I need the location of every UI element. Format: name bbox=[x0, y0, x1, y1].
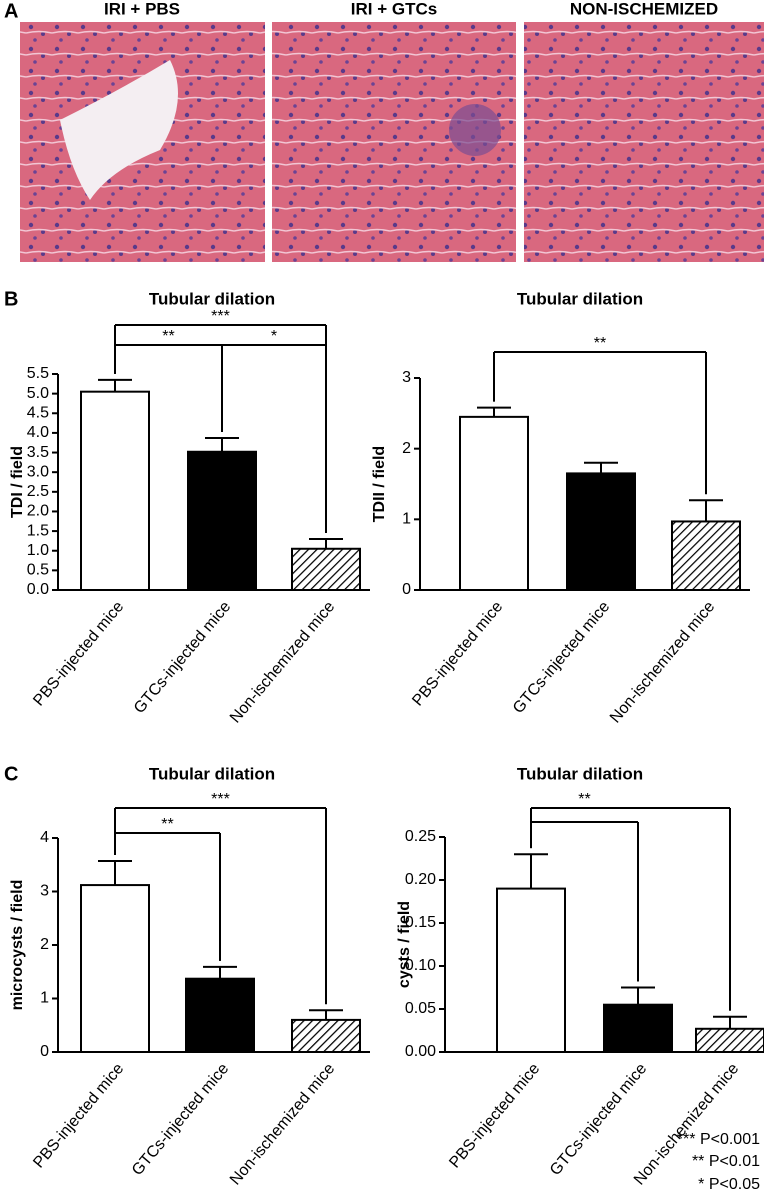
significance-key: * P<0.05 bbox=[698, 1176, 760, 1193]
y-tick-label: 3.0 bbox=[27, 463, 49, 480]
y-tick-label: 0 bbox=[402, 581, 411, 598]
image-title: IRI + GTCs bbox=[351, 0, 437, 18]
significance-key: ** P<0.01 bbox=[692, 1153, 760, 1170]
x-tick-label: GTCs-injected mice bbox=[131, 598, 234, 717]
bar bbox=[603, 1003, 673, 1054]
bar bbox=[80, 884, 150, 1054]
y-tick-label: 4.0 bbox=[27, 424, 49, 441]
y-axis-label: cysts / field bbox=[396, 901, 413, 988]
y-tick-label: 5.0 bbox=[27, 385, 49, 402]
bar bbox=[496, 887, 566, 1053]
y-tick-label: 1.0 bbox=[27, 542, 49, 559]
y-tick-label: 0.25 bbox=[405, 828, 436, 845]
histology-image bbox=[524, 22, 764, 262]
bar bbox=[671, 520, 741, 591]
y-tick-label: 2 bbox=[40, 936, 49, 953]
bar bbox=[291, 547, 361, 591]
x-tick-label: GTCs-injected mice bbox=[547, 1060, 650, 1179]
x-tick-label: Non-ischemized mice bbox=[227, 598, 338, 726]
panel-label: A bbox=[4, 0, 18, 22]
lumen bbox=[60, 60, 178, 200]
y-tick-label: 3 bbox=[402, 369, 411, 386]
significance-label: * bbox=[271, 328, 277, 345]
y-tick-label: 3 bbox=[40, 883, 49, 900]
bar bbox=[695, 1027, 764, 1054]
image-title: IRI + PBS bbox=[104, 0, 180, 18]
bar bbox=[80, 390, 150, 591]
y-axis-label: TDII / field bbox=[371, 446, 388, 522]
bar bbox=[185, 977, 255, 1054]
bar bbox=[187, 450, 257, 592]
significance-label: *** bbox=[211, 308, 230, 325]
bar bbox=[566, 472, 636, 591]
y-tick-label: 0.05 bbox=[405, 1000, 436, 1017]
y-tick-label: 0 bbox=[40, 1043, 49, 1060]
significance-label: ** bbox=[161, 816, 173, 833]
chart-title: Tubular dilation bbox=[149, 764, 275, 783]
y-tick-label: 4 bbox=[40, 829, 49, 846]
x-tick-label: PBS-injected mice bbox=[446, 1060, 543, 1171]
y-tick-label: 4.5 bbox=[27, 404, 49, 421]
y-tick-label: 0.20 bbox=[405, 871, 436, 888]
x-tick-label: PBS-injected mice bbox=[30, 598, 127, 709]
y-tick-label: 0.10 bbox=[405, 957, 436, 974]
significance-label: ** bbox=[578, 791, 590, 808]
y-tick-label: 3.5 bbox=[27, 444, 49, 461]
chart-title: Tubular dilation bbox=[149, 289, 275, 308]
y-tick-label: 0.0 bbox=[27, 581, 49, 598]
y-tick-label: 0.5 bbox=[27, 562, 49, 579]
y-tick-label: 1 bbox=[40, 990, 49, 1007]
significance-label: *** bbox=[211, 791, 230, 808]
chart-title: Tubular dilation bbox=[517, 289, 643, 308]
glomerulus bbox=[449, 104, 501, 156]
y-tick-label: 2.0 bbox=[27, 503, 49, 520]
y-axis-label: microcysts / field bbox=[9, 880, 26, 1011]
significance-label: ** bbox=[162, 328, 174, 345]
x-tick-label: Non-ischemized mice bbox=[227, 1060, 338, 1188]
panel-label: C bbox=[4, 763, 18, 785]
y-tick-label: 1 bbox=[402, 511, 411, 528]
bar bbox=[291, 1018, 361, 1054]
x-tick-label: GTCs-injected mice bbox=[129, 1060, 232, 1179]
x-tick-label: GTCs-injected mice bbox=[510, 598, 613, 717]
y-tick-label: 0.00 bbox=[405, 1043, 436, 1060]
significance-label: ** bbox=[594, 335, 606, 352]
y-axis-label: TDI / field bbox=[9, 446, 26, 518]
y-tick-label: 2 bbox=[402, 440, 411, 457]
y-tick-label: 5.5 bbox=[27, 365, 49, 382]
x-tick-label: Non-ischemized mice bbox=[607, 598, 718, 726]
x-tick-label: PBS-injected mice bbox=[409, 598, 506, 709]
x-tick-label: PBS-injected mice bbox=[30, 1060, 127, 1171]
y-tick-label: 1.5 bbox=[27, 522, 49, 539]
bar bbox=[459, 415, 529, 591]
y-tick-label: 0.15 bbox=[405, 914, 436, 931]
panel-label: B bbox=[4, 288, 18, 310]
significance-key: *** P<0.001 bbox=[677, 1131, 760, 1148]
chart-title: Tubular dilation bbox=[517, 764, 643, 783]
y-tick-label: 2.5 bbox=[27, 483, 49, 500]
image-title: NON-ISCHEMIZED bbox=[570, 0, 718, 18]
